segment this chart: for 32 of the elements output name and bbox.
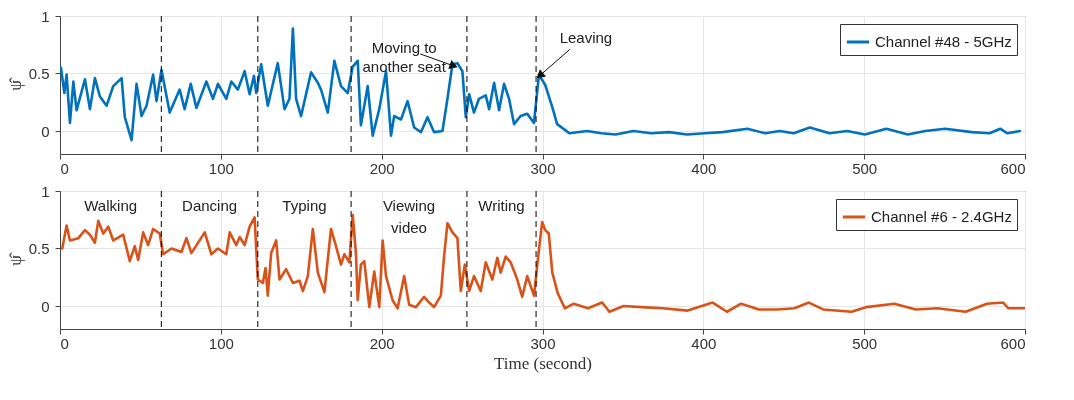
y-tick-label: 0.5 [28,65,50,82]
annotation: Dancing [182,197,238,214]
annotation: Viewing video [382,197,436,236]
annotation: Typing [282,197,327,214]
y-tick-label: 1 [41,7,50,25]
x-axis-title: Time (second) [493,353,593,373]
annotation: Leaving [559,28,613,46]
x-tick-label: 0 [60,334,69,352]
y-tick-label: 0 [41,122,50,140]
x-tick-label: 100 [208,334,234,352]
x-tick-label: 600 [1000,159,1026,177]
y-tick-label: 1 [41,182,50,200]
x-tick-label: 0 [60,159,69,177]
y-axis-title: ψ̂ [5,252,25,266]
x-tick-label: 600 [1000,334,1026,352]
x-tick-label: 400 [691,334,717,352]
y-tick-label: 0 [41,297,50,315]
y-axis-title: ψ̂ [5,77,25,91]
y-tick-label: 0.5 [28,240,50,257]
annotation: Walking [84,197,138,214]
annotation: Moving to another seat [362,39,447,76]
x-tick-label: 400 [691,159,717,177]
legend-label: Channel #6 - 2.4GHz [871,208,1012,225]
annotation: Writing [478,197,525,214]
x-tick-label: 200 [369,159,395,177]
x-tick-label: 500 [852,334,878,352]
x-tick-label: 200 [369,334,395,352]
legend-label: Channel #48 - 5GHz [875,33,1012,50]
x-tick-label: 100 [208,159,234,177]
x-tick-label: 300 [530,334,556,352]
x-tick-label: 500 [852,159,878,177]
x-tick-label: 300 [530,159,556,177]
